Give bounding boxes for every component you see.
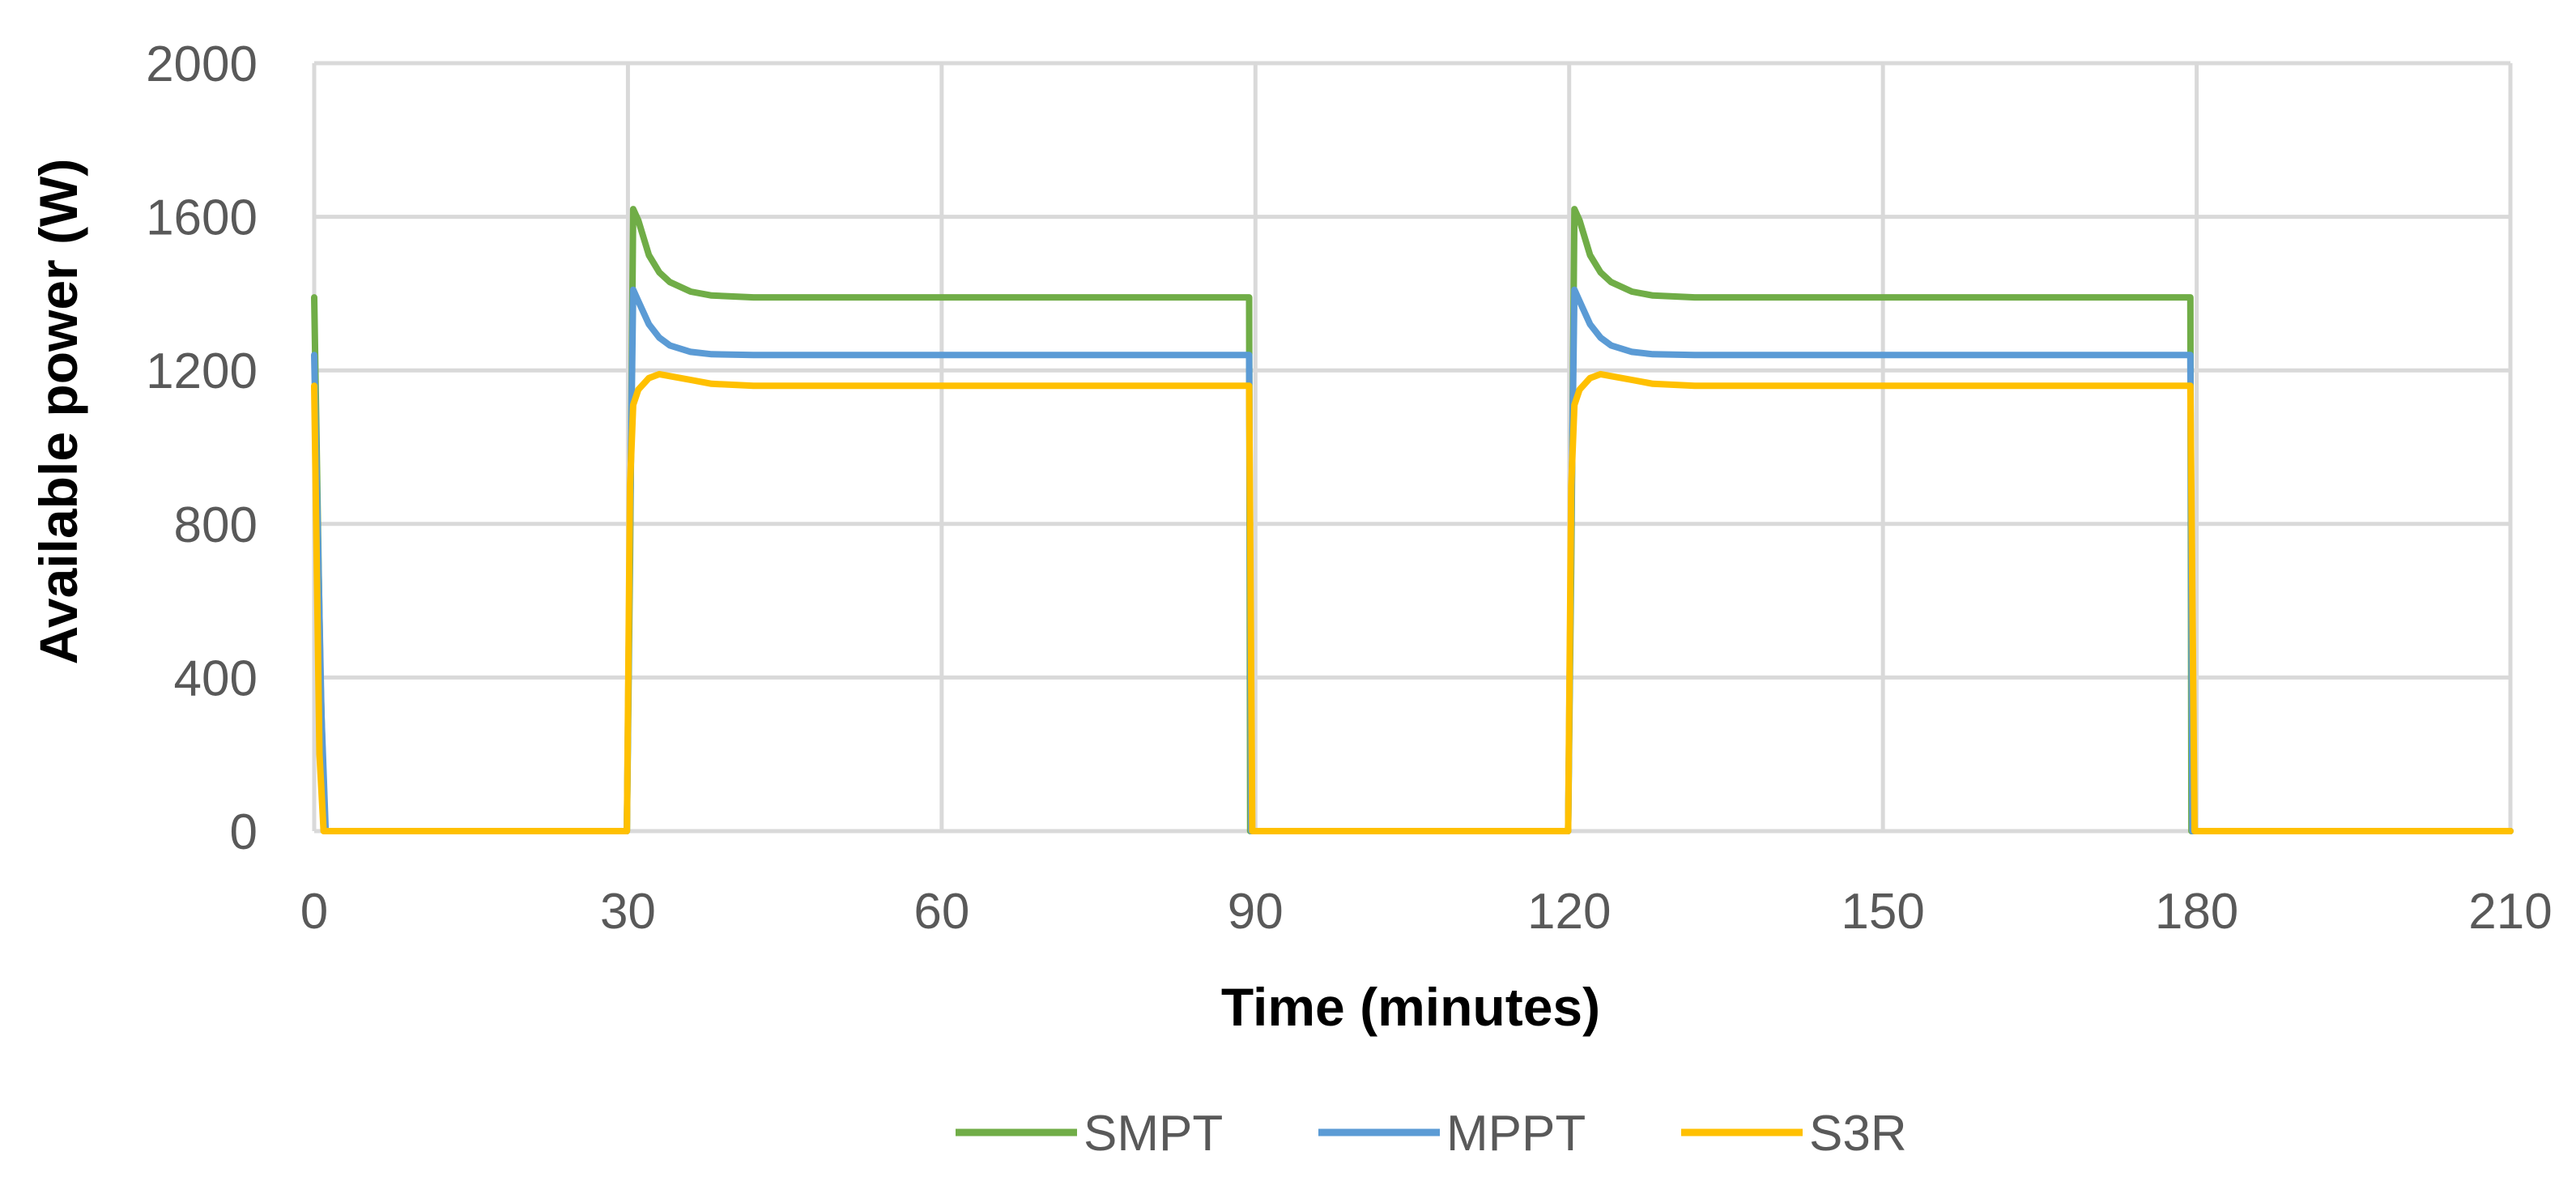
legend-label-smpt: SMPT <box>1084 1106 1223 1162</box>
gridlines <box>312 61 2513 834</box>
y-tick-label-2000: 2000 <box>146 36 258 92</box>
x-tick-label-180: 180 <box>2155 884 2238 940</box>
y-tick-label-1200: 1200 <box>146 343 258 399</box>
legend-label-s3r: S3R <box>1809 1106 1907 1162</box>
legend: SMPT MPPT S3R <box>956 1106 1907 1162</box>
x-tick-label-150: 150 <box>1841 884 1924 940</box>
series-lines <box>311 206 2514 834</box>
x-tick-label-0: 0 <box>300 884 328 940</box>
series-line-s3r <box>311 370 2514 834</box>
x-tick-label-60: 60 <box>913 884 969 940</box>
x-tick-label-90: 90 <box>1228 884 1284 940</box>
y-tick-label-0: 0 <box>230 804 258 860</box>
x-tick-label-210: 210 <box>2468 884 2552 940</box>
x-tick-label-30: 30 <box>600 884 656 940</box>
x-tick-label-120: 120 <box>1527 884 1611 940</box>
y-tick-label-400: 400 <box>174 650 258 706</box>
x-axis-ticks: 0 30 60 90 120 150 180 210 <box>300 884 2553 940</box>
y-tick-label-1600: 1600 <box>146 190 258 246</box>
x-axis-title: Time (minutes) <box>1221 977 1600 1037</box>
series-line-smpt <box>311 206 2514 834</box>
y-tick-label-800: 800 <box>174 497 258 553</box>
y-axis-title: Available power (W) <box>28 159 88 665</box>
y-axis-ticks: 0 400 800 1200 1600 2000 <box>146 36 258 860</box>
legend-label-mppt: MPPT <box>1446 1106 1586 1162</box>
